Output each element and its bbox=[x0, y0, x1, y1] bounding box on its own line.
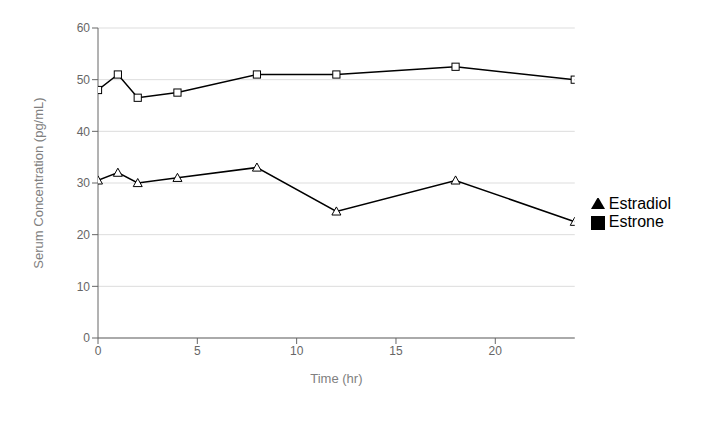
svg-text:Serum Concentration (pg/mL): Serum Concentration (pg/mL) bbox=[31, 97, 46, 268]
svg-text:10: 10 bbox=[77, 280, 91, 294]
svg-text:Time (hr): Time (hr) bbox=[310, 371, 362, 386]
svg-text:20: 20 bbox=[489, 344, 503, 358]
svg-text:20: 20 bbox=[77, 228, 91, 242]
svg-text:5: 5 bbox=[194, 344, 201, 358]
svg-text:30: 30 bbox=[77, 176, 91, 190]
svg-text:15: 15 bbox=[389, 344, 403, 358]
svg-text:0: 0 bbox=[83, 331, 90, 345]
svg-text:50: 50 bbox=[77, 73, 91, 87]
svg-text:60: 60 bbox=[77, 21, 91, 35]
html-text:Estradiol: Estradiol bbox=[608, 195, 671, 212]
svg-text:10: 10 bbox=[290, 344, 304, 358]
svg-text:0: 0 bbox=[95, 344, 102, 358]
html-text:Estrone: Estrone bbox=[608, 213, 664, 230]
svg-text:40: 40 bbox=[77, 125, 91, 139]
